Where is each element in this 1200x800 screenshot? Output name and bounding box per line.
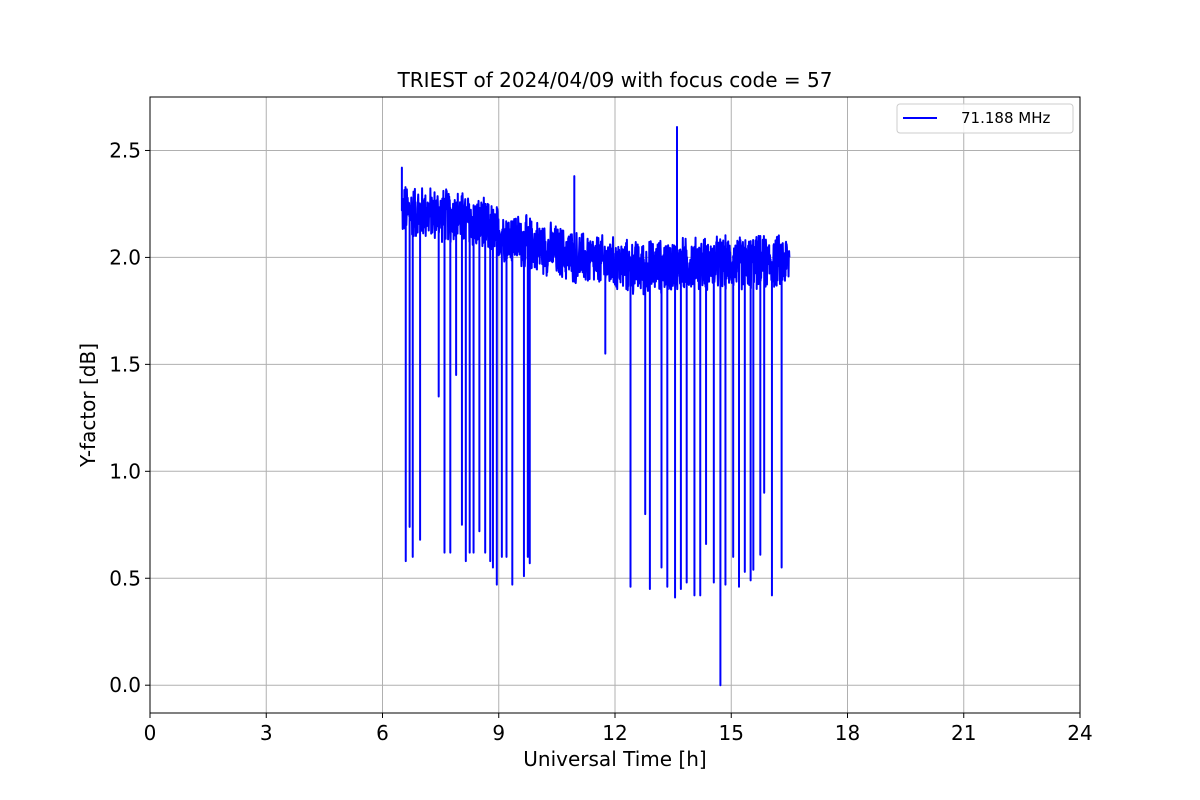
x-tick-label: 3 bbox=[260, 721, 273, 745]
y-tick-label: 0.0 bbox=[109, 673, 141, 697]
series-layer bbox=[400, 125, 791, 687]
x-tick-label: 18 bbox=[835, 721, 860, 745]
legend-box bbox=[896, 103, 1074, 134]
legend-label: 71.188 MHz bbox=[961, 109, 1050, 127]
chart-title: TRIEST of 2024/04/09 with focus code = 5… bbox=[397, 68, 833, 92]
series-line bbox=[400, 125, 791, 687]
x-tick-label: 15 bbox=[719, 721, 744, 745]
x-tick-label: 24 bbox=[1067, 721, 1092, 745]
legend: 71.188 MHz bbox=[896, 103, 1074, 134]
y-tick-label: 0.5 bbox=[109, 566, 141, 590]
y-tick-label: 1.0 bbox=[109, 459, 141, 483]
x-tick-label: 9 bbox=[492, 721, 505, 745]
x-tick-label: 6 bbox=[376, 721, 389, 745]
y-axis-label: Y-factor [dB] bbox=[76, 343, 100, 468]
x-tick-label: 21 bbox=[951, 721, 976, 745]
x-tick-label: 0 bbox=[144, 721, 157, 745]
x-axis-label: Universal Time [h] bbox=[523, 747, 706, 771]
x-tick-label: 12 bbox=[602, 721, 627, 745]
y-axis: 0.0 0.5 1.0 1.5 2.0 2.5 bbox=[109, 138, 150, 697]
grid bbox=[149, 97, 1081, 713]
y-tick-label: 2.0 bbox=[109, 245, 141, 269]
y-tick-label: 1.5 bbox=[109, 352, 141, 376]
x-axis: 0 3 6 9 12 15 18 21 24 bbox=[144, 713, 1093, 745]
y-tick-label: 2.5 bbox=[109, 138, 141, 162]
